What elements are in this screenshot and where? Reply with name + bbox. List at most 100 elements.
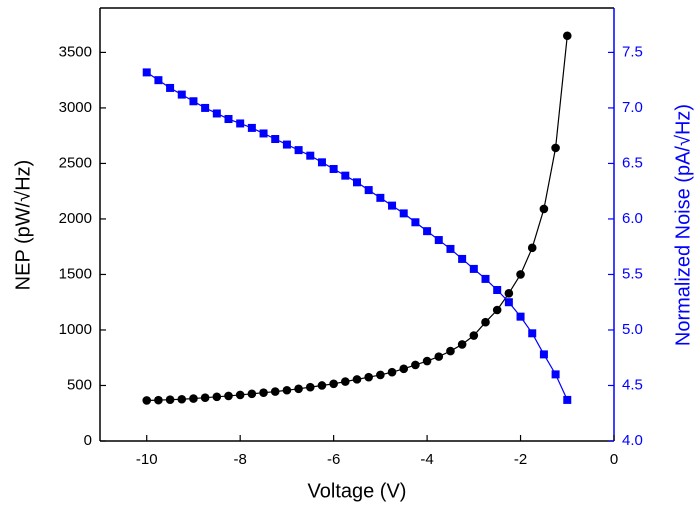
marker — [142, 68, 151, 77]
marker — [539, 350, 548, 359]
marker — [142, 396, 152, 405]
marker — [469, 264, 478, 273]
marker — [235, 390, 245, 400]
y2-tick-label: 5.0 — [622, 321, 643, 338]
marker — [562, 31, 572, 41]
marker — [341, 171, 350, 180]
marker — [551, 143, 560, 153]
marker — [154, 76, 163, 85]
x-tick-label: -8 — [234, 451, 247, 468]
marker — [177, 90, 186, 99]
marker — [224, 115, 233, 124]
marker — [353, 178, 361, 187]
marker — [481, 317, 490, 327]
marker — [177, 394, 187, 404]
marker — [387, 367, 397, 377]
y2-tick-label: 7.5 — [622, 43, 643, 60]
marker — [224, 391, 233, 401]
y2-axis-title: Normalized Noise (pA/√Hz) — [672, 104, 694, 346]
marker — [388, 201, 397, 210]
marker — [306, 151, 315, 160]
y-tick-label: 0 — [84, 432, 92, 449]
marker — [166, 83, 175, 92]
marker — [212, 392, 222, 402]
marker — [189, 394, 198, 403]
y2-tick-label: 4.0 — [622, 432, 643, 449]
marker — [329, 164, 338, 173]
marker — [201, 103, 210, 112]
marker — [259, 129, 268, 138]
marker — [399, 209, 408, 218]
y-tick-label: 2500 — [59, 154, 92, 171]
marker — [504, 298, 513, 307]
marker — [481, 274, 490, 283]
marker — [493, 286, 502, 295]
marker — [305, 382, 315, 392]
y-tick-label: 1000 — [59, 321, 92, 338]
marker — [341, 377, 350, 386]
marker — [282, 140, 291, 149]
series-line — [146, 71, 568, 401]
marker — [434, 236, 443, 245]
marker — [458, 254, 467, 263]
marker — [411, 218, 420, 227]
x-tick-label: 0 — [610, 451, 618, 468]
y2-tick-label: 6.5 — [622, 154, 643, 171]
y-tick-label: 1500 — [59, 265, 92, 282]
marker — [376, 370, 385, 380]
y2-tick-label: 5.5 — [622, 265, 643, 282]
marker — [469, 331, 479, 340]
marker — [516, 270, 525, 279]
marker — [376, 193, 385, 202]
y-tick-label: 3500 — [59, 43, 92, 60]
x-tick-label: -6 — [327, 451, 340, 468]
marker — [423, 227, 432, 236]
marker — [492, 305, 502, 315]
marker — [352, 375, 362, 384]
marker — [434, 352, 444, 361]
y2-tick-label: 4.5 — [622, 376, 643, 393]
marker — [282, 385, 292, 395]
marker — [259, 388, 268, 398]
y-tick-label: 2000 — [59, 210, 92, 227]
marker — [527, 243, 537, 253]
marker — [189, 97, 198, 106]
x-tick-label: -4 — [420, 451, 433, 468]
marker — [294, 146, 303, 155]
marker — [528, 329, 537, 338]
marker — [247, 123, 256, 132]
marker — [154, 395, 163, 405]
marker — [504, 289, 514, 298]
marker — [329, 379, 338, 389]
marker — [200, 393, 210, 403]
marker — [212, 109, 221, 118]
x-tick-label: -10 — [136, 451, 158, 468]
marker — [446, 346, 455, 356]
marker — [364, 372, 373, 382]
marker — [446, 244, 455, 253]
y-tick-label: 3000 — [59, 99, 92, 116]
marker — [294, 384, 303, 394]
marker — [551, 370, 560, 379]
series-line — [146, 35, 568, 402]
marker — [165, 395, 175, 404]
marker — [399, 364, 409, 374]
x-axis-title: Voltage (V) — [308, 480, 407, 502]
marker — [457, 340, 467, 349]
marker — [236, 119, 245, 128]
marker — [247, 389, 257, 399]
y2-tick-label: 6.0 — [622, 210, 643, 227]
y-axis-title: NEP (pW/√Hz) — [12, 160, 34, 291]
x-tick-label: -2 — [514, 451, 527, 468]
marker — [422, 356, 432, 366]
marker — [317, 381, 327, 390]
marker — [364, 186, 373, 195]
y2-tick-label: 7.0 — [622, 99, 643, 116]
marker — [563, 395, 572, 404]
marker — [317, 158, 326, 167]
marker — [271, 135, 280, 144]
marker — [539, 204, 549, 214]
marker — [411, 360, 420, 370]
